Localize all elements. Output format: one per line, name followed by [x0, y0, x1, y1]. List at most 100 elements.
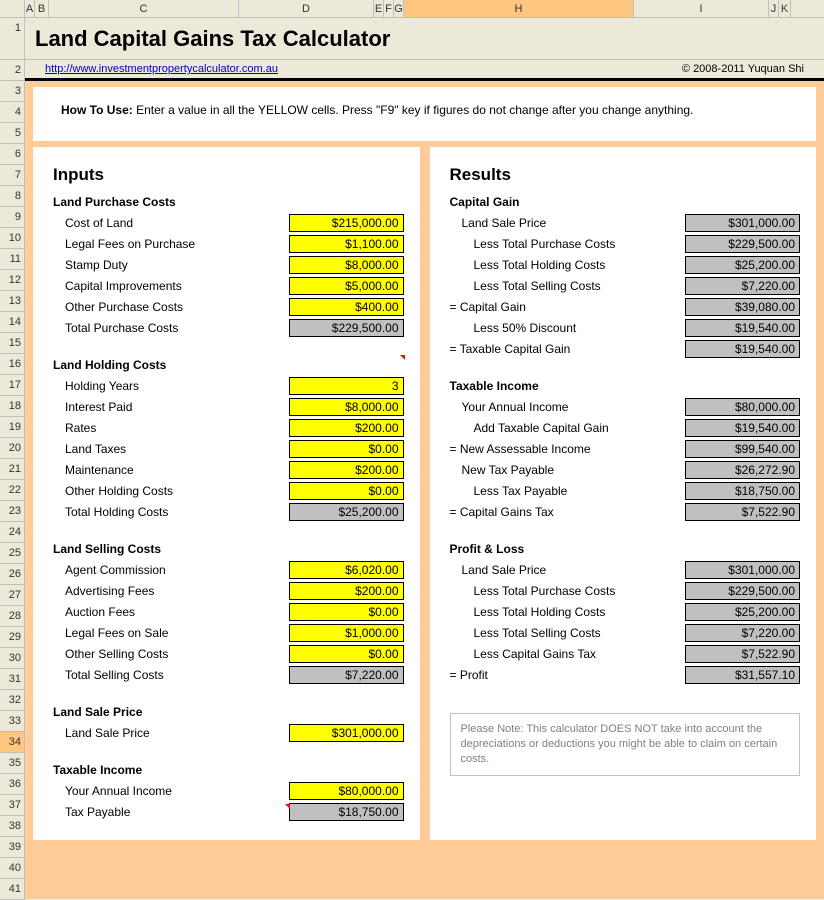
column-header-A[interactable]: A	[25, 0, 35, 17]
row-header-21[interactable]: 21	[0, 459, 25, 480]
row-header-5[interactable]: 5	[0, 123, 25, 144]
data-row: Stamp Duty$8,000.00	[53, 254, 404, 275]
row-header-1[interactable]: 1	[0, 18, 25, 60]
row-header-16[interactable]: 16	[0, 354, 25, 375]
column-header-J[interactable]: J	[769, 0, 779, 17]
column-header-C[interactable]: C	[49, 0, 239, 17]
row-header-4[interactable]: 4	[0, 102, 25, 123]
row-label: Your Annual Income	[450, 400, 686, 414]
row-header-8[interactable]: 8	[0, 186, 25, 207]
row-header-35[interactable]: 35	[0, 753, 25, 774]
data-row: Advertising Fees$200.00	[53, 580, 404, 601]
row-header-11[interactable]: 11	[0, 249, 25, 270]
row-header-37[interactable]: 37	[0, 795, 25, 816]
row-label: Less Capital Gains Tax	[450, 647, 686, 661]
row-header-6[interactable]: 6	[0, 144, 25, 165]
row-header-14[interactable]: 14	[0, 312, 25, 333]
row-header-24[interactable]: 24	[0, 522, 25, 543]
row-header-13[interactable]: 13	[0, 291, 25, 312]
data-row: Total Selling Costs$7,220.00	[53, 664, 404, 685]
row-header-28[interactable]: 28	[0, 606, 25, 627]
data-row: Legal Fees on Sale$1,000.00	[53, 622, 404, 643]
input-cell[interactable]: $200.00	[289, 582, 404, 600]
data-row: = Taxable Capital Gain$19,540.00	[450, 338, 801, 359]
row-label: Agent Commission	[53, 563, 289, 577]
row-header-3[interactable]: 3	[0, 81, 25, 102]
output-cell: $18,750.00	[685, 482, 800, 500]
row-header-27[interactable]: 27	[0, 585, 25, 606]
row-header-25[interactable]: 25	[0, 543, 25, 564]
row-header-17[interactable]: 17	[0, 375, 25, 396]
data-row: Total Holding Costs$25,200.00	[53, 501, 404, 522]
data-row: = Profit$31,557.10	[450, 664, 801, 685]
data-row: Less Tax Payable$18,750.00	[450, 480, 801, 501]
row-header-15[interactable]: 15	[0, 333, 25, 354]
data-row: Your Annual Income$80,000.00	[450, 396, 801, 417]
input-cell[interactable]: $301,000.00	[289, 724, 404, 742]
row-header-9[interactable]: 9	[0, 207, 25, 228]
column-header-K[interactable]: K	[779, 0, 791, 17]
meta-row: http://www.investmentpropertycalculator.…	[25, 60, 824, 81]
row-header-33[interactable]: 33	[0, 711, 25, 732]
input-cell[interactable]: $0.00	[289, 603, 404, 621]
data-row: Auction Fees$0.00	[53, 601, 404, 622]
row-header-19[interactable]: 19	[0, 417, 25, 438]
input-cell[interactable]: $0.00	[289, 645, 404, 663]
input-cell[interactable]: $200.00	[289, 461, 404, 479]
row-label: Add Taxable Capital Gain	[450, 421, 686, 435]
row-header-41[interactable]: 41	[0, 879, 25, 900]
row-header-30[interactable]: 30	[0, 648, 25, 669]
input-cell[interactable]: $400.00	[289, 298, 404, 316]
input-cell[interactable]: $6,020.00	[289, 561, 404, 579]
row-header-38[interactable]: 38	[0, 816, 25, 837]
input-cell[interactable]: $215,000.00	[289, 214, 404, 232]
section-head: Land Selling Costs	[53, 540, 404, 559]
input-cell[interactable]: $0.00	[289, 482, 404, 500]
row-header-31[interactable]: 31	[0, 669, 25, 690]
row-header-7[interactable]: 7	[0, 165, 25, 186]
column-header-I[interactable]: I	[634, 0, 769, 17]
column-header-E[interactable]: E	[374, 0, 384, 17]
row-header-29[interactable]: 29	[0, 627, 25, 648]
input-cell[interactable]: $1,100.00	[289, 235, 404, 253]
input-cell[interactable]: $200.00	[289, 419, 404, 437]
row-header-18[interactable]: 18	[0, 396, 25, 417]
output-cell: $39,080.00	[685, 298, 800, 316]
howto-box: How To Use: Enter a value in all the YEL…	[33, 87, 816, 141]
row-header-40[interactable]: 40	[0, 858, 25, 879]
row-header-26[interactable]: 26	[0, 564, 25, 585]
input-cell[interactable]: $1,000.00	[289, 624, 404, 642]
row-label: = Profit	[450, 668, 686, 682]
input-cell[interactable]: $8,000.00	[289, 256, 404, 274]
row-header-12[interactable]: 12	[0, 270, 25, 291]
row-header-10[interactable]: 10	[0, 228, 25, 249]
input-cell[interactable]: $5,000.00	[289, 277, 404, 295]
output-cell: $25,200.00	[289, 503, 404, 521]
row-header-32[interactable]: 32	[0, 690, 25, 711]
column-header-H[interactable]: H	[404, 0, 634, 17]
data-row: Total Purchase Costs$229,500.00	[53, 317, 404, 338]
source-url-link[interactable]: http://www.investmentpropertycalculator.…	[45, 63, 278, 75]
row-label: New Tax Payable	[450, 463, 686, 477]
results-panel: Results Capital GainLand Sale Price$301,…	[430, 147, 817, 840]
row-header-20[interactable]: 20	[0, 438, 25, 459]
row-header-22[interactable]: 22	[0, 480, 25, 501]
row-header-39[interactable]: 39	[0, 837, 25, 858]
row-label: Auction Fees	[53, 605, 289, 619]
input-cell[interactable]: $0.00	[289, 440, 404, 458]
column-header-B[interactable]: B	[35, 0, 49, 17]
column-header-G[interactable]: G	[394, 0, 404, 17]
disclaimer-note: Please Note: This calculator DOES NOT ta…	[450, 713, 801, 776]
row-header-23[interactable]: 23	[0, 501, 25, 522]
row-header-36[interactable]: 36	[0, 774, 25, 795]
row-label: Less Total Purchase Costs	[450, 237, 686, 251]
inputs-panel: Inputs Land Purchase CostsCost of Land$2…	[33, 147, 420, 840]
input-cell[interactable]: 3	[289, 377, 404, 395]
input-cell[interactable]: $80,000.00	[289, 782, 404, 800]
column-header-D[interactable]: D	[239, 0, 374, 17]
select-all-corner[interactable]	[0, 0, 25, 18]
column-header-F[interactable]: F	[384, 0, 394, 17]
row-header-2[interactable]: 2	[0, 60, 25, 81]
input-cell[interactable]: $8,000.00	[289, 398, 404, 416]
row-header-34[interactable]: 34	[0, 732, 25, 753]
